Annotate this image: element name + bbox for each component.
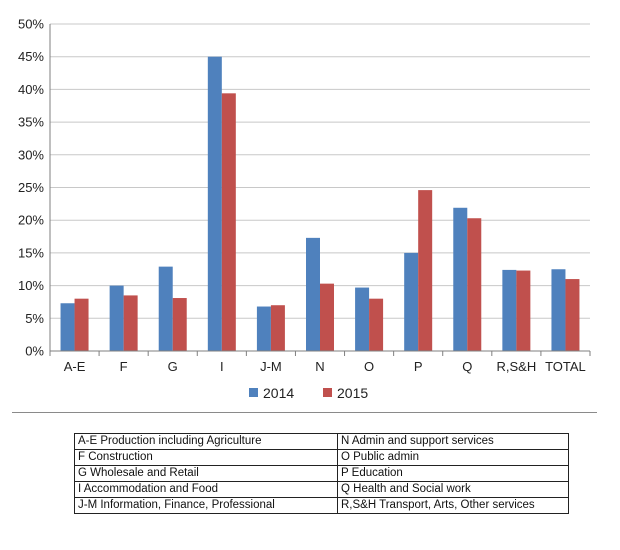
legend-label: 2015: [337, 385, 368, 401]
y-tick-label: 20%: [18, 213, 44, 228]
divider: [12, 412, 597, 413]
bar-2014-I: [207, 56, 222, 351]
x-tick-label: J-M: [260, 359, 282, 374]
key-cell: N Admin and support services: [337, 433, 569, 450]
key-cell: O Public admin: [337, 449, 569, 466]
bar-2014-R,S&H: [502, 269, 517, 351]
x-tick-label: N: [315, 359, 324, 374]
x-tick-label: A-E: [64, 359, 86, 374]
bar-2015-R,S&H: [516, 270, 531, 351]
x-tick-labels: A-E F G I J-M N O P Q R,S&H TOTAL: [64, 359, 586, 374]
bar-2014-P: [404, 252, 419, 351]
y-tick-label: 30%: [18, 147, 44, 162]
category-key-table: A-E Production including Agriculture N A…: [74, 433, 569, 514]
key-row: G Wholesale and Retail P Education: [74, 465, 569, 482]
key-row: J-M Information, Finance, Professional R…: [74, 497, 569, 514]
key-cell: F Construction: [74, 449, 338, 466]
y-tick-label: 10%: [18, 278, 44, 293]
gridlines: [50, 23, 590, 319]
legend-label: 2014: [263, 385, 294, 401]
y-tick-label: 5%: [25, 311, 44, 326]
bar-2014-F: [109, 285, 124, 351]
bars: [60, 56, 580, 351]
bar-2015-O: [369, 298, 384, 351]
bar-2014-A-E: [60, 303, 75, 351]
bar-2015-P: [418, 190, 433, 351]
x-tick-label: I: [220, 359, 224, 374]
bar-2014-Q: [453, 207, 468, 351]
y-tick-label: 0%: [25, 344, 44, 359]
y-tick-label: 40%: [18, 82, 44, 97]
bar-2014-N: [306, 237, 320, 351]
key-cell: I Accommodation and Food: [74, 481, 338, 498]
x-tick-label: P: [414, 359, 423, 374]
bar-2014-J-M: [256, 306, 271, 351]
bar-2015-J-M: [270, 305, 285, 351]
x-tick-label: TOTAL: [545, 359, 586, 374]
x-tick-label: Q: [462, 359, 472, 374]
key-cell: Q Health and Social work: [337, 481, 569, 498]
legend: 2014 2015: [249, 385, 368, 401]
y-tick-label: 35%: [18, 115, 44, 130]
bar-2015-G: [172, 298, 187, 351]
bar-2015-TOTAL: [565, 279, 580, 351]
bar-2014-TOTAL: [551, 269, 566, 351]
bar-2015-I: [221, 93, 236, 351]
y-tick-label: 25%: [18, 180, 44, 195]
key-cell: R,S&H Transport, Arts, Other services: [337, 497, 569, 514]
key-row: F Construction O Public admin: [74, 449, 569, 466]
key-row: A-E Production including Agriculture N A…: [74, 433, 569, 450]
bar-chart: 0% 5% 10% 15% 20% 25% 30% 35% 40% 45% 50% A-E F G I J-…: [18, 17, 591, 401]
y-tick-label: 45%: [18, 49, 44, 64]
key-row: I Accommodation and Food Q Health and So…: [74, 481, 569, 498]
y-tick-label: 50%: [18, 17, 44, 32]
axes: [49, 24, 591, 356]
legend-swatch-2015: [323, 388, 332, 397]
bar-2015-F: [123, 295, 138, 351]
bar-2015-A-E: [74, 298, 89, 351]
x-tick-label: G: [168, 359, 178, 374]
bar-2014-G: [158, 266, 173, 351]
bar-2015-Q: [467, 218, 482, 351]
bar-2014-O: [355, 287, 370, 351]
y-tick-label: 15%: [18, 245, 44, 260]
legend-swatch-2014: [249, 388, 258, 397]
y-tick-labels: 0% 5% 10% 15% 20% 25% 30% 35% 40% 45% 50%: [18, 17, 44, 359]
bar-2015-N: [320, 283, 334, 351]
x-tick-label: R,S&H: [496, 359, 536, 374]
key-cell: P Education: [337, 465, 569, 482]
key-cell: A-E Production including Agriculture: [74, 433, 338, 450]
key-cell: G Wholesale and Retail: [74, 465, 338, 482]
x-tick-label: O: [364, 359, 374, 374]
key-cell: J-M Information, Finance, Professional: [74, 497, 338, 514]
x-tick-label: F: [120, 359, 128, 374]
